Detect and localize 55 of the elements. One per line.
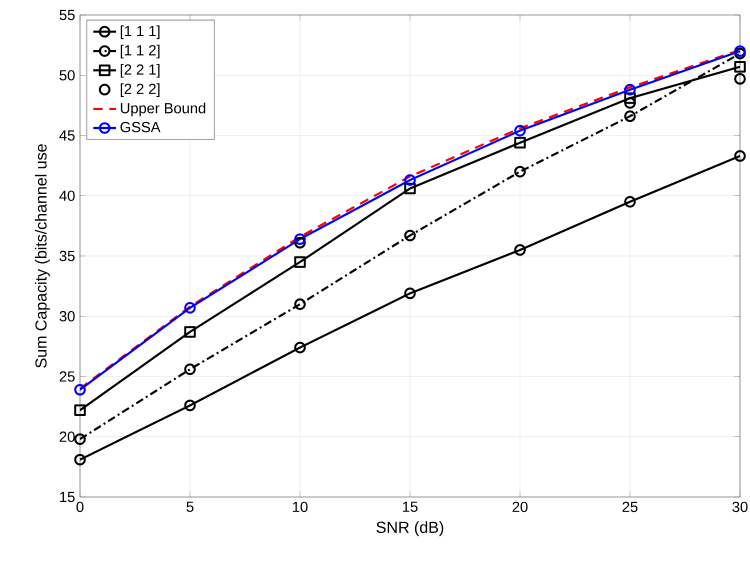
point [404, 174, 416, 186]
point [74, 404, 86, 416]
x-tick-label: 15 [402, 502, 418, 512]
point [734, 150, 746, 162]
point [74, 433, 86, 445]
point [184, 363, 196, 376]
y-tick-label: 40 [59, 190, 75, 201]
point [184, 400, 196, 412]
legend-label: Upper Bound [120, 102, 206, 116]
x-tick-label: 10 [292, 502, 308, 512]
point [404, 288, 416, 300]
y-tick-label: 35 [60, 250, 75, 262]
point [624, 84, 636, 96]
point [74, 454, 86, 466]
y-tick-label: 15 [60, 492, 75, 502]
point [404, 230, 416, 242]
point [734, 61, 746, 73]
point [624, 97, 636, 109]
y-tick-label: 50 [60, 70, 75, 80]
legend-label: [2 2 1] [120, 64, 160, 78]
point [734, 45, 746, 57]
x-tick-label: 20 [512, 502, 528, 512]
point [74, 384, 86, 396]
x-axis-title: SNR (dB) [376, 521, 444, 536]
point [184, 302, 196, 314]
legend-label: [1 1 1] [120, 25, 160, 40]
y-tick-label: 30 [60, 311, 75, 322]
point [404, 182, 416, 194]
point [294, 233, 306, 245]
y-axis-title: Sum Capacity (bits/channel use [34, 144, 50, 368]
point [514, 166, 526, 178]
point [624, 92, 636, 104]
y-tick-label: 20 [60, 432, 75, 442]
point [514, 124, 526, 136]
point [734, 48, 746, 60]
legend-label: GSSA [120, 122, 160, 132]
point [294, 298, 306, 310]
point [734, 73, 746, 85]
point [294, 256, 306, 268]
point [514, 136, 526, 149]
legend-label: [1 1 2] [120, 44, 160, 58]
y-tick-label: 25 [60, 371, 75, 382]
point [294, 236, 306, 249]
legend-label: [2 2 2] [120, 83, 160, 97]
y-tick-label: 55 [60, 10, 75, 20]
x-tick-label: 0 [76, 502, 84, 512]
point [624, 196, 636, 208]
x-tick-label: 25 [622, 502, 638, 512]
point [624, 110, 636, 122]
x-tick-label: 5 [186, 502, 194, 512]
point [184, 326, 196, 338]
y-tick-label: 45 [59, 130, 75, 141]
point [514, 244, 526, 256]
x-tick-label: 30 [732, 502, 748, 512]
point [294, 342, 306, 354]
